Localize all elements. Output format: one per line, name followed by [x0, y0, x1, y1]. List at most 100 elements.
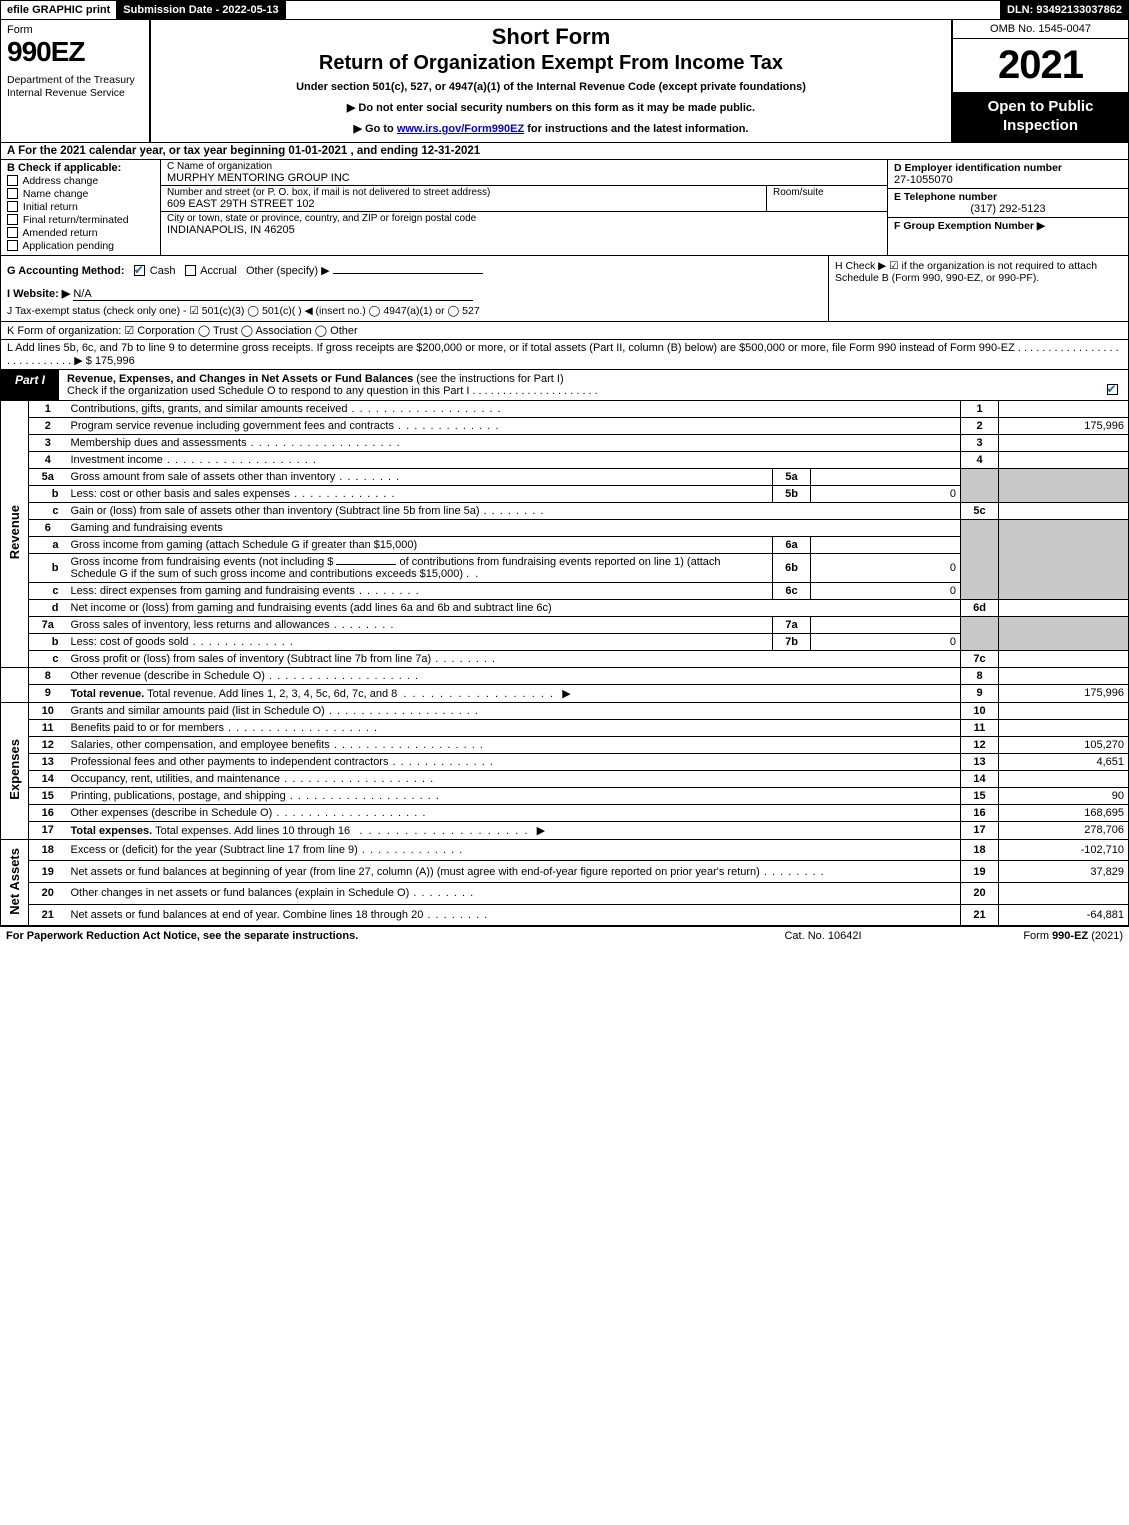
line-20-amount	[999, 882, 1129, 904]
line-2-num: 2	[29, 417, 67, 434]
b-header: B Check if applicable:	[7, 162, 154, 174]
g-accounting: G Accounting Method: Cash Accrual Other …	[1, 256, 828, 321]
line-4-num: 4	[29, 451, 67, 468]
line-5c-amount	[999, 502, 1129, 519]
line-10-label: Grants and similar amounts paid (list in…	[67, 702, 961, 719]
b-opt-initial[interactable]: Initial return	[7, 201, 154, 213]
line-4-label: Investment income	[67, 451, 961, 468]
g-accrual-checkbox[interactable]	[185, 265, 196, 276]
g-other-line[interactable]	[333, 273, 483, 274]
row-gh: G Accounting Method: Cash Accrual Other …	[0, 256, 1129, 322]
form-number: 990EZ	[7, 36, 143, 68]
line-7b-label: Less: cost of goods sold	[67, 633, 773, 650]
line-7-greybox	[961, 616, 999, 650]
line-9-box: 9	[961, 684, 999, 702]
line-1-box: 1	[961, 401, 999, 418]
b-opt-amended[interactable]: Amended return	[7, 227, 154, 239]
line-5b-num: b	[29, 485, 67, 502]
line-19-amount: 37,829	[999, 861, 1129, 883]
line-15-label: Printing, publications, postage, and shi…	[67, 787, 961, 804]
form-header: Form 990EZ Department of the Treasury In…	[0, 20, 1129, 143]
instruction-2: ▶ Go to www.irs.gov/Form990EZ for instru…	[159, 122, 943, 135]
line-6c-minibox: 6c	[773, 582, 811, 599]
form-label: Form	[7, 24, 143, 36]
line-10-box: 10	[961, 702, 999, 719]
c-org-name: MURPHY MENTORING GROUP INC	[167, 172, 881, 184]
row-a-calendar-year: A For the 2021 calendar year, or tax yea…	[0, 143, 1129, 160]
line-18-label: Excess or (deficit) for the year (Subtra…	[67, 839, 961, 861]
line-7b-minival: 0	[811, 633, 961, 650]
b-opt-address[interactable]: Address change	[7, 175, 154, 187]
line-16-num: 16	[29, 804, 67, 821]
dln-label: DLN: 93492133037862	[1001, 1, 1128, 19]
line-6d-num: d	[29, 599, 67, 616]
c-room-label: Room/suite	[767, 186, 887, 211]
line-11-label: Benefits paid to or for members	[67, 719, 961, 736]
line-15-box: 15	[961, 787, 999, 804]
l-amount: 175,996	[95, 355, 135, 367]
line-20-box: 20	[961, 882, 999, 904]
line-5a-minibox: 5a	[773, 468, 811, 485]
line-5b-label: Less: cost or other basis and sales expe…	[67, 485, 773, 502]
line-8-amount	[999, 667, 1129, 684]
line-7c-num: c	[29, 650, 67, 667]
instr2-pre: ▶ Go to	[354, 123, 397, 135]
efile-label[interactable]: efile GRAPHIC print	[1, 1, 117, 19]
line-6a-minival	[811, 536, 961, 553]
top-bar: efile GRAPHIC print Submission Date - 20…	[0, 0, 1129, 20]
line-21-box: 21	[961, 904, 999, 926]
line-13-num: 13	[29, 753, 67, 770]
part-i-checkbox[interactable]	[1098, 370, 1128, 400]
line-14-amount	[999, 770, 1129, 787]
b-opt-pending[interactable]: Application pending	[7, 240, 154, 252]
irs-link[interactable]: www.irs.gov/Form990EZ	[397, 123, 524, 135]
line-2-amount: 175,996	[999, 417, 1129, 434]
line-5-greybox	[961, 468, 999, 502]
line-6b-label: Gross income from fundraising events (no…	[67, 553, 773, 582]
line-16-box: 16	[961, 804, 999, 821]
d-ein-label: D Employer identification number	[894, 162, 1122, 174]
line-2-label: Program service revenue including govern…	[67, 417, 961, 434]
line-17-label: Total expenses. Total expenses. Add line…	[67, 821, 961, 839]
tax-year: 2021	[953, 39, 1128, 92]
line-6b-minival: 0	[811, 553, 961, 582]
open-to-public: Open to Public Inspection	[953, 92, 1128, 142]
line-17-box: 17	[961, 821, 999, 839]
h-check: H Check ▶ ☑ if the organization is not r…	[828, 256, 1128, 321]
b-opt-name[interactable]: Name change	[7, 188, 154, 200]
topbar-spacer	[286, 1, 1001, 19]
c-street: 609 EAST 29TH STREET 102	[167, 198, 760, 210]
part-i-grid: Revenue 1 Contributions, gifts, grants, …	[0, 401, 1129, 927]
line-8-box: 8	[961, 667, 999, 684]
part-i-title-block: Revenue, Expenses, and Changes in Net As…	[59, 370, 1098, 400]
line-7a-label: Gross sales of inventory, less returns a…	[67, 616, 773, 633]
subtitle: Under section 501(c), 527, or 4947(a)(1)…	[159, 81, 943, 93]
line-4-box: 4	[961, 451, 999, 468]
line-5-greyamt	[999, 468, 1129, 502]
title-return: Return of Organization Exempt From Incom…	[159, 52, 943, 75]
line-18-amount: -102,710	[999, 839, 1129, 861]
line-21-label: Net assets or fund balances at end of ye…	[67, 904, 961, 926]
line-6b-num: b	[29, 553, 67, 582]
line-19-box: 19	[961, 861, 999, 883]
line-1-label: Contributions, gifts, grants, and simila…	[67, 401, 961, 418]
line-7c-box: 7c	[961, 650, 999, 667]
line-19-num: 19	[29, 861, 67, 883]
line-6d-amount	[999, 599, 1129, 616]
footer-right: Form 990-EZ (2021)	[923, 930, 1123, 942]
line-5a-label: Gross amount from sale of assets other t…	[67, 468, 773, 485]
f-group-label: F Group Exemption Number ▶	[894, 220, 1122, 232]
line-16-amount: 168,695	[999, 804, 1129, 821]
page-footer: For Paperwork Reduction Act Notice, see …	[0, 926, 1129, 945]
b-opt-final[interactable]: Final return/terminated	[7, 214, 154, 226]
e-tel-label: E Telephone number	[894, 191, 1122, 203]
instr2-post: for instructions and the latest informat…	[524, 123, 748, 135]
footer-left: For Paperwork Reduction Act Notice, see …	[6, 930, 723, 942]
line-17-num: 17	[29, 821, 67, 839]
line-5b-minibox: 5b	[773, 485, 811, 502]
line-7a-minibox: 7a	[773, 616, 811, 633]
g-cash-checkbox[interactable]	[134, 265, 145, 276]
line-21-amount: -64,881	[999, 904, 1129, 926]
l-gross-receipts: L Add lines 5b, 6c, and 7b to line 9 to …	[0, 340, 1129, 370]
line-18-box: 18	[961, 839, 999, 861]
